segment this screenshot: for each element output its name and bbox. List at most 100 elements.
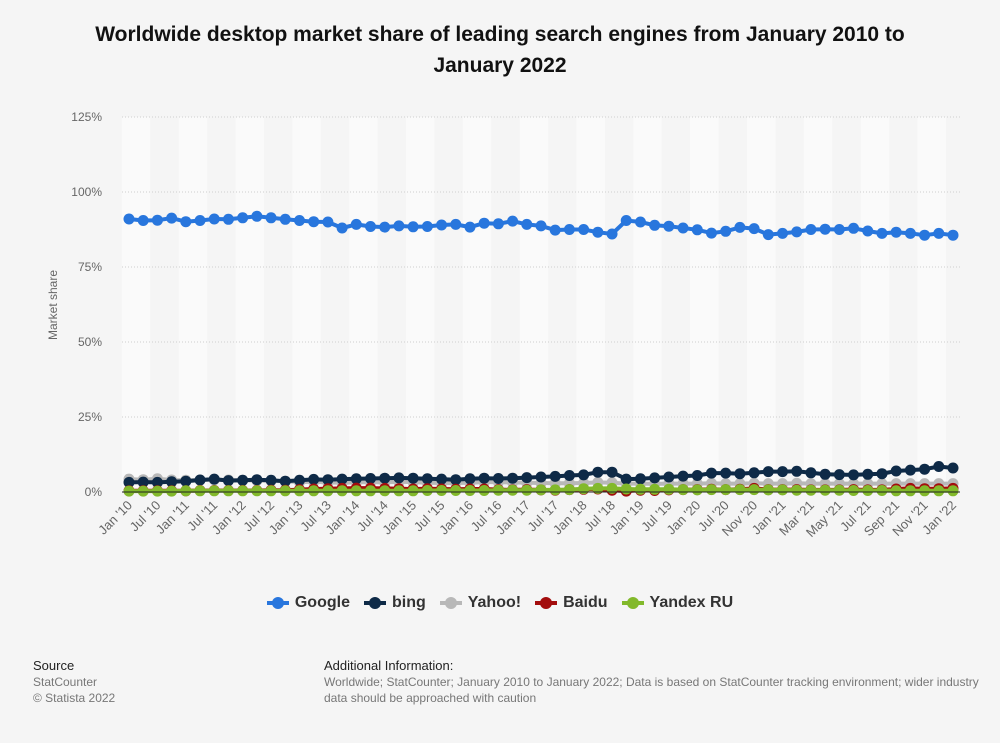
data-point: [507, 472, 519, 484]
data-point: [919, 229, 931, 241]
data-point: [677, 484, 689, 496]
data-point: [137, 476, 149, 488]
data-point: [777, 484, 789, 496]
plot-band: [633, 117, 662, 492]
plot-band: [803, 117, 833, 492]
data-point: [649, 472, 661, 484]
plot-band: [576, 117, 605, 492]
data-point: [691, 224, 703, 236]
data-point: [180, 216, 192, 228]
y-tick-label: 50%: [78, 335, 102, 349]
legend-marker-icon: [535, 597, 558, 609]
data-point: [308, 216, 320, 228]
plot-band: [690, 117, 719, 492]
plot-band: [406, 117, 435, 492]
additional-info-heading: Additional Information:: [324, 658, 454, 673]
data-point: [137, 485, 149, 497]
data-point: [734, 484, 746, 496]
data-point: [848, 222, 860, 234]
legend-marker-icon: [363, 597, 386, 609]
plot-band: [747, 117, 776, 492]
data-point: [563, 470, 575, 481]
legend-item-bing[interactable]: bing: [363, 594, 426, 612]
data-point: [833, 224, 845, 235]
legend-item-baidu[interactable]: Baidu: [535, 594, 608, 612]
data-point: [251, 474, 263, 486]
data-point: [123, 485, 135, 497]
data-point: [705, 227, 717, 239]
legend-label: Google: [294, 594, 350, 611]
source-name[interactable]: StatCounter: [33, 675, 98, 689]
data-point: [464, 473, 476, 485]
data-point: [436, 473, 448, 485]
additional-info-block: Additional Information: Worldwide; StatC…: [324, 658, 979, 706]
data-point: [450, 474, 462, 486]
legend-marker-icon: [439, 597, 462, 609]
data-point: [421, 221, 433, 232]
plot-bands: [121, 117, 946, 492]
data-point: [606, 482, 618, 494]
data-point: [876, 227, 888, 239]
y-tick-label: 0%: [85, 485, 103, 499]
y-axis-ticks: 0% 25% 50% 75% 100% 125%: [71, 110, 102, 499]
data-point: [563, 484, 575, 496]
source-block: Source StatCounter © Statista 2022: [33, 658, 115, 706]
data-point: [222, 485, 234, 497]
data-point: [634, 216, 646, 228]
legend-marker-icon: [266, 597, 289, 609]
data-point: [464, 221, 476, 233]
data-point: [563, 224, 575, 235]
data-point: [293, 474, 305, 486]
data-point: [151, 214, 163, 226]
data-point: [308, 473, 320, 485]
data-point: [777, 227, 789, 239]
data-point: [407, 472, 419, 484]
data-point: [649, 219, 661, 231]
data-point: [237, 485, 249, 497]
y-tick-label: 125%: [71, 110, 102, 124]
data-point: [933, 227, 945, 239]
data-point: [777, 466, 789, 478]
data-point: [365, 473, 377, 484]
data-point: [166, 485, 178, 497]
data-point: [734, 221, 746, 233]
legend-item-yahoo[interactable]: Yahoo!: [439, 594, 521, 612]
data-point: [393, 220, 405, 232]
data-point: [535, 484, 547, 496]
plot-band: [349, 117, 378, 492]
data-point: [407, 221, 419, 233]
data-point: [862, 485, 874, 496]
data-point: [308, 485, 320, 497]
data-point: [180, 485, 192, 497]
data-point: [265, 474, 277, 486]
data-point: [691, 484, 703, 496]
legend: Google bing Yahoo! Baidu Yandex RU: [0, 594, 1000, 612]
series-bing: [123, 461, 959, 488]
data-point: [819, 468, 831, 480]
data-point: [933, 461, 945, 472]
data-point: [208, 473, 220, 485]
data-point: [151, 485, 163, 497]
data-point: [251, 485, 263, 497]
data-point: [365, 221, 377, 232]
data-point: [549, 470, 561, 482]
data-point: [748, 484, 760, 496]
data-point: [464, 485, 476, 496]
data-point: [535, 220, 547, 232]
data-point: [791, 465, 803, 477]
data-point: [549, 224, 561, 236]
plot-band: [519, 117, 549, 492]
data-point: [350, 473, 362, 485]
data-point: [222, 475, 234, 487]
legend-item-yandex-ru[interactable]: Yandex RU: [621, 594, 734, 612]
data-point: [279, 475, 291, 487]
data-point: [507, 215, 519, 227]
legend-item-google[interactable]: Google: [266, 594, 350, 612]
data-point: [180, 475, 192, 487]
data-point: [237, 212, 249, 224]
plot-band: [462, 117, 492, 492]
data-point: [350, 218, 362, 230]
legend-label: Yandex RU: [649, 594, 734, 611]
data-point: [578, 469, 590, 481]
